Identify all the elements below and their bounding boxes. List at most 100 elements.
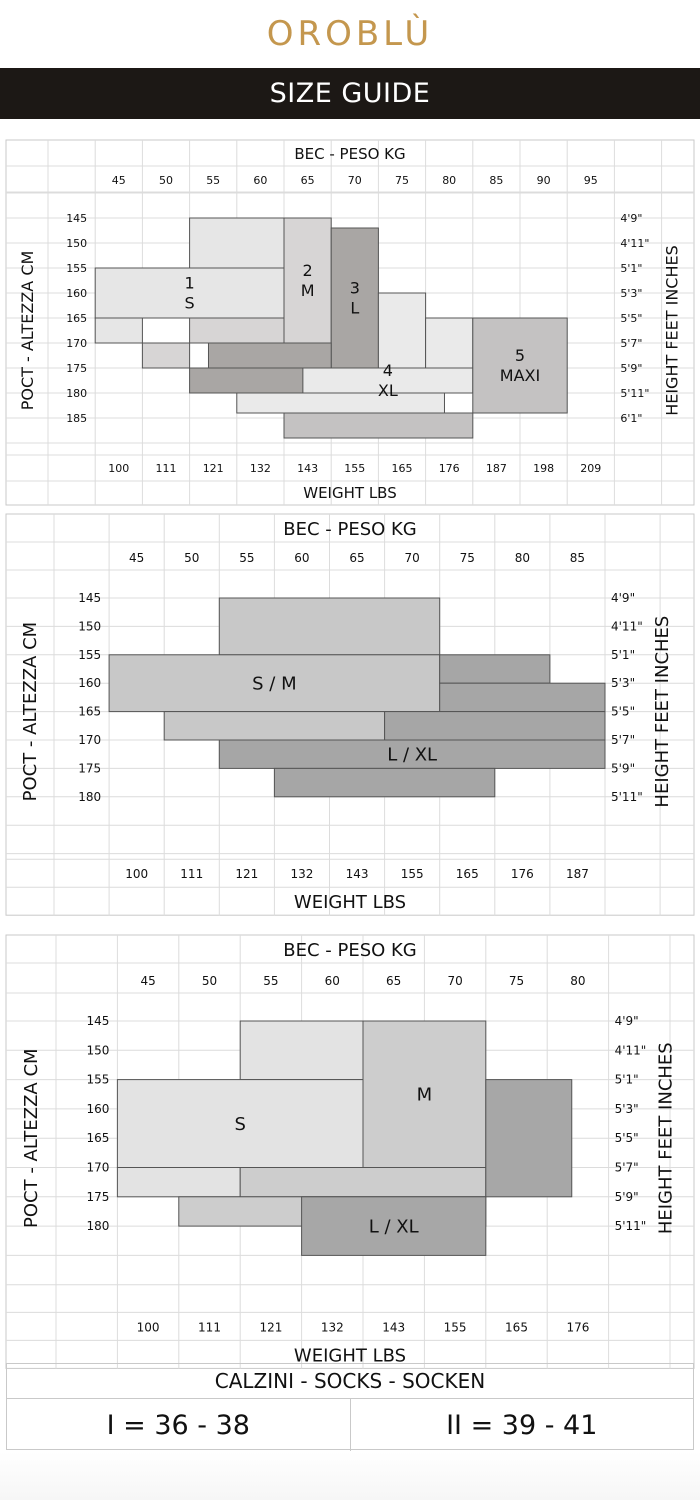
lbs-tick-label: 121 [235,867,258,881]
size-region-fill [96,269,283,317]
brand-logo: OROBLÙ [266,14,434,54]
size-region-fill [303,369,472,392]
size-region-fill [440,655,549,683]
size-label: 3 [350,279,360,298]
size-label: MAXI [500,366,540,385]
size-region-fill [118,1168,240,1196]
cm-tick-label: 180 [66,387,87,400]
size-region-fill [302,1197,485,1255]
size-region-fill [237,394,444,412]
y-axis-label-left: POCT - ALTEZZA CM [21,1048,42,1228]
y-axis-label-right: HEIGHT FEET INCHES [656,1042,677,1234]
cm-tick-label: 145 [86,1014,109,1028]
y-axis-label-right: HEIGHT FEET INCHES [652,616,673,808]
kg-tick-label: 55 [263,974,278,988]
kg-tick-label: 70 [447,974,462,988]
cm-tick-label: 170 [78,733,101,747]
y-axis-label-left: POCT - ALTEZZA CM [20,622,41,802]
lbs-tick-label: 143 [346,867,369,881]
lbs-tick-label: 100 [137,1320,160,1334]
size-region-fill [241,1022,362,1079]
lbs-tick-label: 143 [297,462,318,475]
size-label: M [417,1085,433,1106]
lbs-tick-label: 143 [382,1320,405,1334]
kg-tick-label: 85 [570,551,585,565]
ft-tick-label: 5'11" [620,387,649,400]
kg-tick-label: 65 [386,974,401,988]
size-region-l-xl: L / XL [301,1079,573,1256]
cm-tick-label: 155 [78,648,101,662]
cm-tick-label: 175 [86,1190,109,1204]
kg-tick-label: 70 [348,174,362,187]
kg-tick-label: 60 [253,174,267,187]
kg-tick-label: 60 [294,551,309,565]
lbs-tick-label: 132 [321,1320,344,1334]
kg-tick-label: 45 [140,974,155,988]
size-region-fill [285,414,472,437]
cm-tick-label: 155 [86,1073,109,1087]
size-label: L / XL [369,1216,419,1237]
kg-tick-label: 75 [460,551,475,565]
lbs-tick-label: 198 [533,462,554,475]
chart-title: BEC - PESO KG [294,145,405,163]
size-label: 4 [383,361,393,380]
ft-tick-label: 4'11" [615,1043,647,1057]
size-chart-2: BEC - PESO KG WEIGHT LBS 45 50 55 60 65 70 75 80 8… [5,513,695,916]
cm-tick-label: 175 [66,362,87,375]
size-region-fill [220,599,439,654]
ft-tick-label: 5'5" [611,705,635,719]
ft-tick-label: 4'11" [611,619,643,633]
size-region-fill [165,712,384,739]
cm-tick-label: 150 [86,1043,109,1057]
size-region-s: S [116,1020,364,1198]
ft-tick-label: 5'1" [620,262,642,275]
lbs-tick-label: 176 [511,867,534,881]
size-region-fill [275,769,494,796]
x-axis-label: WEIGHT LBS [294,1345,406,1366]
size-label: L / XL [387,745,437,766]
size-region-fill [110,655,439,711]
lbs-tick-label: 155 [444,1320,467,1334]
size-label: S / M [252,674,296,695]
socks-size-table: CALZINI - SOCKS - SOCKEN I = 36 - 38 II … [6,1363,694,1451]
lbs-tick-label: 176 [566,1320,589,1334]
kg-tick-label: 65 [349,551,364,565]
size-label: 2 [303,261,313,280]
size-region-1-s: 1S [94,217,285,344]
kg-tick-label: 50 [159,174,173,187]
ft-tick-label: 5'7" [611,733,635,747]
cm-tick-label: 150 [66,237,87,250]
kg-tick-label: 50 [202,974,217,988]
ft-tick-label: 4'9" [620,212,642,225]
size-region-fill [473,319,567,412]
cm-tick-label: 145 [78,591,101,605]
ft-tick-label: 5'11" [611,790,643,804]
size-region-fill [426,319,472,367]
size-label: 5 [515,346,525,365]
kg-tick-label: 75 [395,174,409,187]
cm-tick-label: 165 [86,1131,109,1145]
kg-tick-label: 45 [112,174,126,187]
lbs-tick-label: 111 [198,1320,221,1334]
kg-tick-label: 95 [584,174,598,187]
y-axis-label-left: POCT - ALTEZZA CM [18,251,37,411]
kg-tick-label: 80 [570,974,585,988]
size-region-fill [440,684,604,711]
ft-tick-label: 5'3" [611,676,635,690]
kg-tick-label: 55 [206,174,220,187]
ft-tick-label: 5'11" [615,1219,647,1233]
cm-tick-label: 160 [86,1102,109,1116]
size-region-fill [190,319,283,342]
ft-tick-label: 5'5" [620,312,642,325]
size-region-fill [118,1080,363,1167]
size-chart-3: BEC - PESO KG WEIGHT LBS 45 50 55 60 65 70 75 80 1… [5,934,695,1369]
lbs-tick-label: 209 [580,462,601,475]
size-label: S [234,1114,245,1135]
cm-tick-label: 165 [78,705,101,719]
lbs-tick-label: 111 [156,462,177,475]
socks-size-1: I = 36 - 38 [106,1409,250,1441]
lbs-tick-label: 155 [344,462,365,475]
cm-tick-label: 145 [66,212,87,225]
